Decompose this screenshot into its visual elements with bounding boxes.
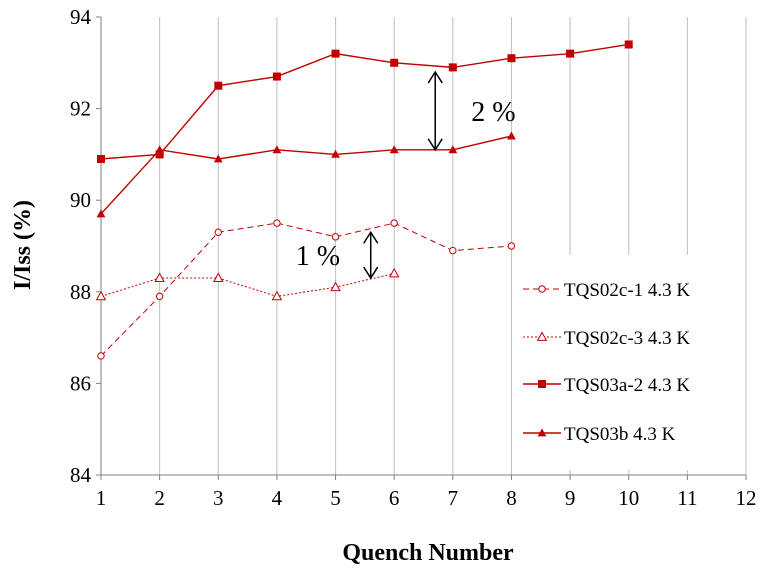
series-3-point-6: [390, 58, 399, 67]
series-2-point-6: [388, 267, 400, 278]
series-4-point-7: [448, 145, 458, 154]
series-4: [96, 131, 516, 218]
series-3-point-7: [448, 63, 457, 72]
series-1-line: [100, 222, 512, 357]
series-4-line: [100, 135, 512, 215]
y-axis-title: I/Iss (%): [10, 200, 36, 290]
series-2-line: [100, 272, 395, 297]
x-tick-label-9: 9: [565, 486, 576, 510]
series-1-point-7: [449, 246, 457, 255]
series-3-point-3: [214, 81, 223, 90]
series-3-point-8: [507, 54, 516, 63]
y-tick-label-86: 86: [70, 371, 91, 395]
series-4-point-3: [213, 154, 223, 163]
series-1: [97, 219, 516, 360]
series-3-point-1: [97, 154, 105, 163]
annotation-2-label: 1 %: [296, 241, 340, 272]
legend-item-3-label: TQS03a-2 4.3 K: [564, 375, 690, 396]
series-3-point-2: [155, 150, 164, 159]
x-tick-label-12: 12: [736, 486, 757, 510]
series-3-line: [100, 43, 629, 160]
series-4-point-5: [331, 149, 340, 158]
annotations: 2 % 1 %: [296, 70, 516, 280]
series-2-point-5: [330, 281, 341, 292]
x-tick-label-7: 7: [448, 486, 459, 510]
series-4-point-8: [507, 131, 516, 140]
series-3-point-5: [331, 49, 340, 58]
x-axis-title: Quench Number: [342, 540, 514, 566]
series-4-point-2: [155, 145, 165, 154]
series-1-point-8: [507, 242, 516, 250]
x-tick-label-8: 8: [506, 486, 517, 510]
x-tick-label-5: 5: [330, 486, 341, 510]
series-1-point-5: [331, 233, 340, 241]
series-1-point-1: [97, 352, 105, 360]
legend-item-1-marker: [538, 285, 546, 293]
legend-box: [513, 255, 721, 470]
series-1-point-3: [214, 228, 222, 236]
legend-item-4-label: TQS03b 4.3 K: [564, 424, 676, 445]
y-tick-label-94: 94: [70, 5, 92, 29]
series-1-point-4: [273, 219, 281, 227]
series-3-point-9: [566, 49, 575, 58]
annotation-2-arrow-head-top: [363, 230, 379, 244]
legend-items: TQS02c-1 4.3 K TQS02c-3 4.3 K TQS03a-2 4.3…: [523, 280, 690, 445]
x-tick-label-10: 10: [618, 486, 639, 510]
annotation-2: 1 %: [296, 230, 379, 280]
legend-item-3-marker: [538, 380, 546, 388]
series-2-point-2: [154, 272, 165, 282]
legend-item-4-marker: [537, 428, 547, 437]
series-2-point-4: [271, 290, 283, 301]
y-tick-label-90: 90: [70, 188, 91, 212]
legend-item-2-marker: [536, 331, 548, 341]
series-2-point-1: [95, 290, 107, 301]
series-3-point-10: [624, 40, 633, 49]
x-tick-label-11: 11: [677, 486, 697, 510]
annotation-1-arrow-head-bottom: [427, 138, 443, 152]
series-4-point-4: [272, 145, 282, 154]
series-1-point-6: [390, 219, 398, 227]
legend-item-2: TQS02c-3 4.3 K: [523, 328, 690, 349]
x-tick-label-4: 4: [272, 486, 283, 510]
series-1-point-2: [155, 292, 164, 301]
y-tick-label-84: 84: [70, 463, 92, 487]
series-4-point-1: [96, 209, 106, 218]
legend-item-2-label: TQS02c-3 4.3 K: [564, 328, 690, 349]
annotation-1-label: 2 %: [471, 97, 515, 128]
x-tick-label-2: 2: [154, 486, 165, 510]
legend-item-4: TQS03b 4.3 K: [523, 424, 676, 445]
series-2: [95, 267, 400, 301]
legend-item-1-label: TQS02c-1 4.3 K: [564, 280, 690, 301]
series-3-point-4: [272, 72, 281, 81]
legend: TQS02c-1 4.3 K TQS02c-3 4.3 K TQS03a-2 4.3…: [513, 255, 721, 470]
x-tick-label-3: 3: [213, 486, 224, 510]
x-tick-label-6: 6: [389, 486, 400, 510]
series-3: [97, 40, 633, 163]
y-tick-label-92: 92: [70, 97, 91, 121]
series: [95, 40, 633, 360]
series-4-point-6: [389, 145, 399, 154]
series-2-point-3: [213, 272, 224, 282]
annotation-1: 2 %: [427, 70, 516, 152]
annotation-1-arrow-head-top: [427, 70, 443, 84]
legend-item-3: TQS03a-2 4.3 K: [523, 375, 690, 396]
annotation-2-arrow-head-bottom: [363, 266, 379, 280]
legend-item-1: TQS02c-1 4.3 K: [523, 280, 690, 301]
x-tick-label-1: 1: [96, 486, 107, 510]
y-tick-label-88: 88: [70, 280, 91, 304]
